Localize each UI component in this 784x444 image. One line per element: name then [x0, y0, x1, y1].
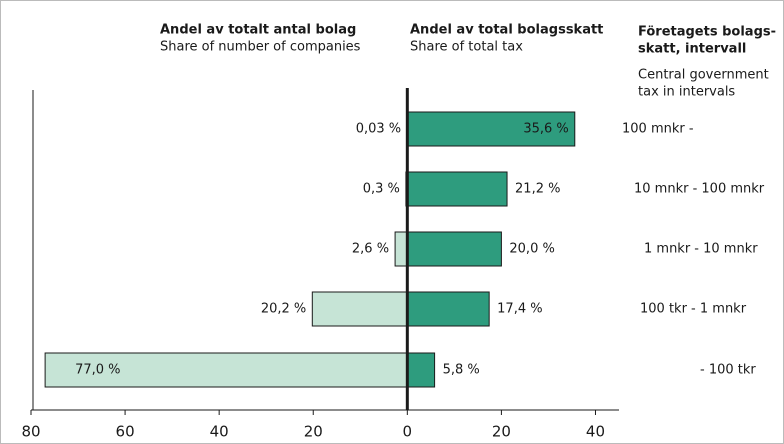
left-title: Andel av totalt antal bolag	[160, 23, 356, 38]
bar	[44, 352, 408, 388]
value-label: 5,8 %	[443, 363, 480, 378]
x-tick-label: 60	[116, 423, 135, 441]
category-subtitle: tax in intervals	[638, 85, 735, 100]
value-label: 0,03 %	[356, 122, 401, 137]
category-title: Företagets bolags-	[638, 25, 776, 40]
category-subtitle: Central government	[638, 68, 769, 83]
bar	[406, 231, 502, 267]
right-subtitle: Share of total tax	[410, 40, 523, 55]
right-title: Andel av total bolagsskatt	[410, 23, 603, 38]
x-tick-label: 20	[304, 423, 323, 441]
bar	[394, 231, 408, 267]
category-label: - 100 tkr	[700, 363, 756, 378]
category-title: skatt, intervall	[638, 42, 746, 57]
value-label: 17,4 %	[497, 302, 542, 317]
bar	[406, 352, 436, 388]
bar	[311, 291, 408, 327]
bar	[406, 111, 576, 147]
category-label: 1 mnkr - 10 mnkr	[644, 242, 758, 257]
category-label: 100 tkr - 1 mnkr	[640, 302, 747, 317]
left-subtitle: Share of number of companies	[160, 40, 361, 55]
value-label: 20,2 %	[261, 302, 306, 317]
value-label: 35,6 %	[523, 122, 568, 137]
value-label: 0,3 %	[363, 182, 400, 197]
value-label: 20,0 %	[509, 242, 554, 257]
bar	[406, 171, 508, 207]
x-tick-label: 40	[586, 423, 605, 441]
x-tick-label: 0	[403, 423, 413, 441]
value-label: 21,2 %	[515, 182, 560, 197]
x-tick-label: 80	[21, 423, 40, 441]
x-tick-label: 40	[210, 423, 229, 441]
category-label: 100 mnkr -	[622, 122, 694, 137]
x-tick-label: 20	[492, 423, 511, 441]
category-label: 10 mnkr - 100 mnkr	[634, 182, 765, 197]
value-label: 77,0 %	[75, 363, 120, 378]
value-label: 2,6 %	[352, 242, 389, 257]
bar	[406, 291, 490, 327]
